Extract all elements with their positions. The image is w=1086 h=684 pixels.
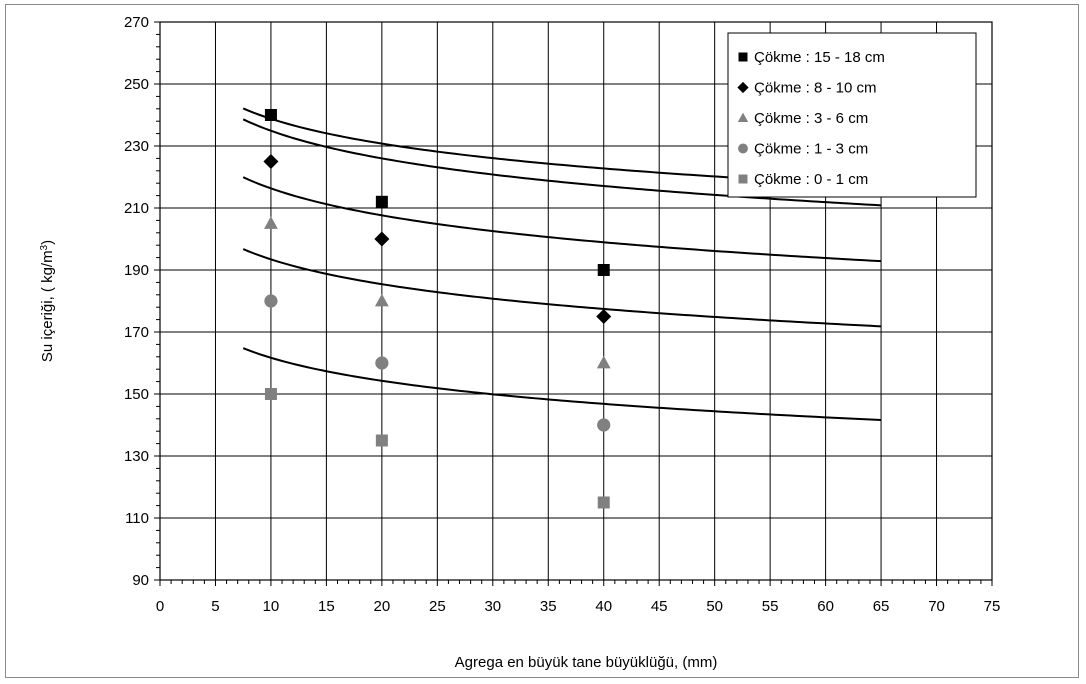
data-markers [263,109,612,509]
x-tick-label: 50 [706,598,723,615]
data-point [596,309,612,324]
legend-label: Çökme : 15 - 18 cm [754,49,885,66]
axis-ticks [154,21,993,586]
data-point [597,264,610,276]
y-tick-label: 130 [124,448,149,465]
legend-label: Çökme : 3 - 6 cm [754,110,868,127]
y-tick-labels: 90 110 130 150 170 190 210 230 250 270 [124,14,149,589]
x-tick-label: 20 [374,598,391,615]
legend-label: Çökme : 0 - 1 cm [754,171,868,188]
data-point [263,154,279,169]
data-point [264,109,277,121]
trend-curve [242,248,882,328]
legend-box [727,32,977,198]
data-point [375,356,389,370]
y-tick-label: 90 [132,572,149,589]
data-point [374,231,390,247]
x-tick-label: 70 [928,598,945,615]
data-point [375,434,388,447]
trend-curve [242,347,882,422]
y-axis-title-sup: 3 [39,244,50,250]
x-tick-label: 25 [429,598,446,615]
legend-marker [738,174,748,184]
x-tick-label: 45 [651,598,668,615]
x-tick-label: 35 [540,598,557,615]
data-point [597,496,610,509]
x-tick-label: 40 [595,598,612,615]
x-tick-label: 55 [762,598,779,615]
legend-marker [738,52,748,62]
data-point [264,388,277,400]
data-point [264,294,278,308]
x-tick-label: 15 [318,598,335,615]
trend-curve [242,118,882,207]
data-point [375,195,388,208]
legend-marker [737,81,749,94]
y-tick-label: 250 [124,76,149,93]
y-tick-label: 110 [125,510,149,527]
plot-area [159,21,993,581]
x-tick-label: 5 [211,598,219,615]
data-point [596,355,611,369]
y-tick-label: 150 [124,386,149,403]
legend-label: Çökme : 1 - 3 cm [754,141,868,158]
legend-marker [738,143,748,154]
x-tick-label: 60 [817,598,834,615]
y-tick-label: 210 [124,200,149,217]
data-point [374,293,389,307]
x-tick-label: 0 [156,598,164,615]
y-tick-label: 170 [124,324,149,341]
x-tick-label: 30 [484,598,501,615]
x-tick-label: 10 [263,598,280,615]
legend: Çökme : 15 - 18 cm Çökme : 8 - 10 cm Çökme… [727,32,977,198]
trend-curve [242,176,882,263]
y-axis-title-main: Su içeriği, ( kg/m [39,250,56,362]
data-point [597,418,611,432]
y-axis-title-tail: ) [39,240,56,245]
y-tick-label: 270 [124,14,149,31]
y-tick-label: 190 [124,262,149,279]
x-tick-label: 75 [984,598,1001,615]
x-tick-label: 65 [873,598,890,615]
legend-label: Çökme : 8 - 10 cm [754,80,877,97]
legend-marker [737,112,749,123]
x-axis-title: Agrega en büyük tane büyüklüğü, (mm) [455,654,718,671]
y-axis-title: Su içeriği, ( kg/m3) [39,240,57,362]
x-tick-labels: 0 5 10 15 20 25 30 35 40 45 50 55 60 65 70 75 [156,598,1001,615]
y-tick-label: 230 [124,138,149,155]
data-point [264,216,278,229]
